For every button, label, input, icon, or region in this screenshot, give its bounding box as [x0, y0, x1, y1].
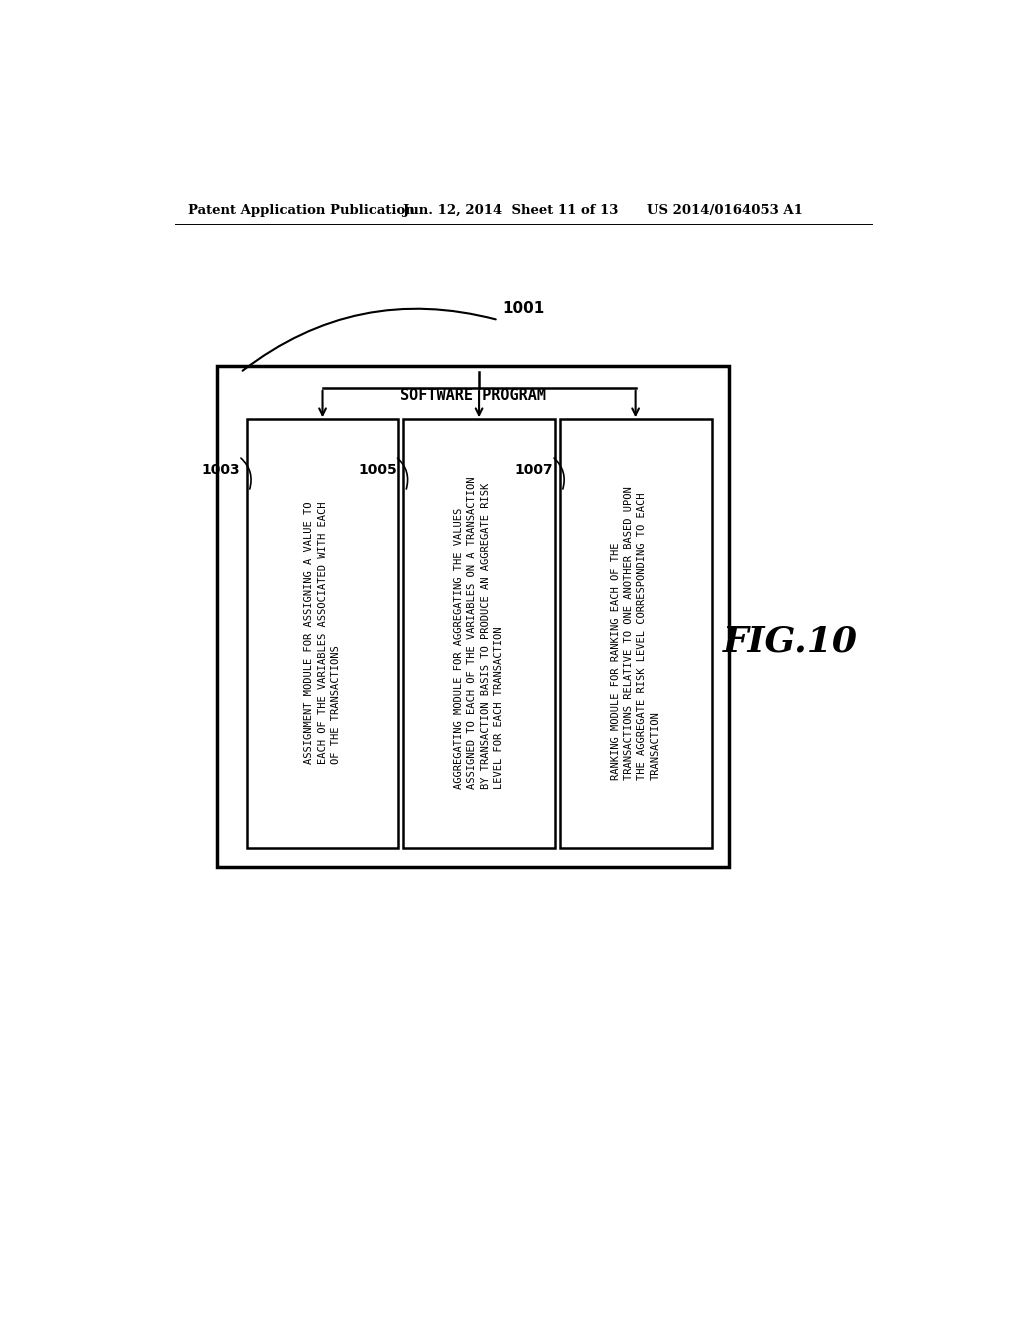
Text: 1001: 1001 — [503, 301, 545, 315]
Bar — [217, 367, 729, 867]
Text: 1007: 1007 — [515, 463, 554, 477]
Text: ASSIGNMENT MODULE FOR ASSIGNING A VALUE TO
EACH OF THE VARIABLES ASSOCIATED WITH: ASSIGNMENT MODULE FOR ASSIGNING A VALUE … — [304, 502, 341, 764]
Text: AGGREGATING MODULE FOR AGGREGATING THE VALUES
ASSIGNED TO EACH OF THE VARIABLES : AGGREGATING MODULE FOR AGGREGATING THE V… — [455, 477, 504, 789]
Text: FIG.10: FIG.10 — [723, 624, 858, 659]
Bar — [403, 418, 555, 847]
Text: SOFTWARE PROGRAM: SOFTWARE PROGRAM — [400, 388, 546, 403]
Bar — [560, 418, 712, 847]
Bar — [247, 418, 398, 847]
Text: Jun. 12, 2014  Sheet 11 of 13: Jun. 12, 2014 Sheet 11 of 13 — [403, 205, 618, 218]
Text: Patent Application Publication: Patent Application Publication — [188, 205, 415, 218]
Text: RANKING MODULE FOR RANKING EACH OF THE
TRANSACTIONS RELATIVE TO ONE ANOTHER BASE: RANKING MODULE FOR RANKING EACH OF THE T… — [611, 486, 660, 780]
Text: US 2014/0164053 A1: US 2014/0164053 A1 — [647, 205, 803, 218]
Text: 1005: 1005 — [358, 463, 397, 477]
Text: 1003: 1003 — [202, 463, 241, 477]
